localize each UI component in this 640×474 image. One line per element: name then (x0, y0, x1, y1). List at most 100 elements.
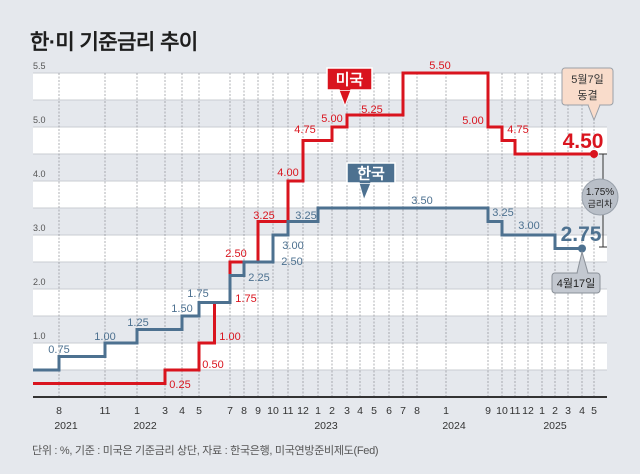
y-tick-label: 2.0 (33, 277, 46, 287)
callout-date: 5월7일 (571, 72, 603, 86)
data-label: 1.00 (94, 331, 115, 343)
us-series: 0.25 0.50 1.00 1.75 2.50 3.25 4.00 4.75 5.00 5.25… (33, 60, 603, 391)
y-tick-label: 4.0 (33, 169, 46, 179)
grid-band (33, 343, 607, 370)
x-tick-label: 11 (510, 405, 521, 417)
x-tick-label: 8 (56, 405, 62, 417)
y-tick-label: 1.0 (33, 331, 46, 341)
x-tick-label: 7 (400, 405, 406, 417)
data-label: 1.75 (235, 293, 256, 305)
x-tick-label: 11 (100, 405, 111, 417)
x-tick-label: 9 (485, 405, 491, 417)
year-label: 2022 (133, 420, 157, 432)
tag-box (346, 162, 396, 184)
data-label: 5.50 (429, 60, 450, 72)
data-label: 1.00 (219, 331, 240, 343)
x-tick-label: 5 (591, 405, 597, 417)
grid-band (33, 316, 607, 343)
data-label: 5.00 (462, 115, 483, 127)
grid-band (33, 289, 607, 316)
x-tick-label: 1 (539, 405, 545, 417)
y-tick-label: 5.5 (33, 61, 46, 71)
year-label: 2021 (54, 420, 78, 432)
data-label: 4.75 (294, 124, 315, 136)
end-dot (590, 150, 598, 158)
x-tick-label: 10 (267, 405, 279, 417)
x-tick-label: 12 (297, 405, 309, 417)
end-dot (578, 244, 586, 253)
x-tick-label: 9 (255, 405, 261, 417)
data-label: 1.50 (171, 303, 192, 315)
data-label: 2.50 (281, 256, 302, 268)
grid-band (33, 154, 607, 181)
x-tick-label: 11 (283, 405, 294, 417)
y-tick-label: 5.0 (33, 115, 46, 125)
data-label: 1.25 (127, 317, 148, 329)
rate-gap-indicator: 1.75%금리차 (581, 153, 619, 248)
x-tick-label: 1 (134, 405, 140, 417)
gap-label: 금리차 (588, 198, 614, 209)
year-label: 2023 (314, 420, 338, 432)
data-label: 2.75 (561, 223, 602, 246)
data-label: 3.25 (253, 210, 274, 222)
x-tick-label: 5 (196, 405, 202, 417)
gap-value: 1.75% (586, 187, 614, 198)
x-tick-label: 1 (443, 405, 449, 417)
x-tick-label: 1 (315, 405, 321, 417)
x-tick-label: 4 (179, 405, 185, 417)
year-label: 2025 (543, 420, 567, 432)
data-label: 3.25 (295, 210, 316, 222)
x-tick-label: 2 (329, 405, 335, 417)
x-tick-label: 7 (227, 405, 233, 417)
x-tick-label: 3 (565, 405, 571, 417)
grid-band (33, 181, 607, 208)
callout-status: 동결 (577, 89, 597, 102)
grid-band (33, 262, 607, 289)
korea-series-tag: 한국 (346, 162, 396, 202)
data-label: 4.00 (277, 167, 298, 179)
callout-date: 4월17일 (557, 276, 596, 290)
x-tick-label: 6 (386, 405, 392, 417)
x-tick-label: 12 (522, 405, 534, 417)
data-label: 1.75 (187, 288, 208, 300)
korea-rate-line (33, 206, 582, 372)
data-label: 0.25 (169, 379, 190, 391)
data-label: 0.75 (48, 344, 69, 356)
page-title: 한·미 기준금리 추이 (30, 31, 198, 54)
data-label: 4.75 (507, 124, 528, 136)
x-tick-label: 2 (552, 405, 558, 417)
x-tick-label: 4 (579, 405, 585, 417)
data-label: 3.50 (411, 195, 432, 207)
data-label: 3.00 (282, 240, 303, 252)
x-tick-label: 10 (496, 405, 508, 417)
data-label: 5.25 (361, 104, 382, 116)
data-label: 2.50 (225, 248, 246, 260)
series-name: 미국 (336, 72, 364, 89)
callout-box (551, 272, 601, 294)
us-rate-line (33, 71, 594, 385)
korea-series: 0.751.001.251.501.752.252.503.003.253.50… (33, 195, 602, 372)
data-label: 0.50 (202, 359, 223, 371)
data-label: 3.25 (492, 207, 513, 219)
grid-band (33, 208, 607, 235)
gap-circle (581, 178, 619, 216)
y-tick-label: 3.0 (33, 223, 46, 233)
x-tick-label: 3 (344, 405, 350, 417)
x-tick-label: 8 (414, 405, 420, 417)
year-label: 2024 (442, 420, 466, 432)
us-series-tag: 미국 (326, 67, 373, 108)
x-tick-label: 5 (371, 405, 377, 417)
footnote: 단위 : %, 기준 : 미국은 기준금리 상단, 자료 : 한국은행, 미국연… (32, 445, 379, 457)
data-label: 4.50 (563, 130, 604, 153)
grid-band (33, 100, 607, 127)
x-tick-label: 4 (357, 405, 363, 417)
data-label: 5.00 (321, 113, 342, 125)
grid-band (33, 73, 607, 100)
series-name: 한국 (357, 166, 385, 183)
x-tick-label: 8 (241, 405, 247, 417)
grid-band (33, 235, 607, 262)
data-label: 2.25 (248, 272, 269, 284)
data-label: 3.00 (518, 220, 539, 232)
